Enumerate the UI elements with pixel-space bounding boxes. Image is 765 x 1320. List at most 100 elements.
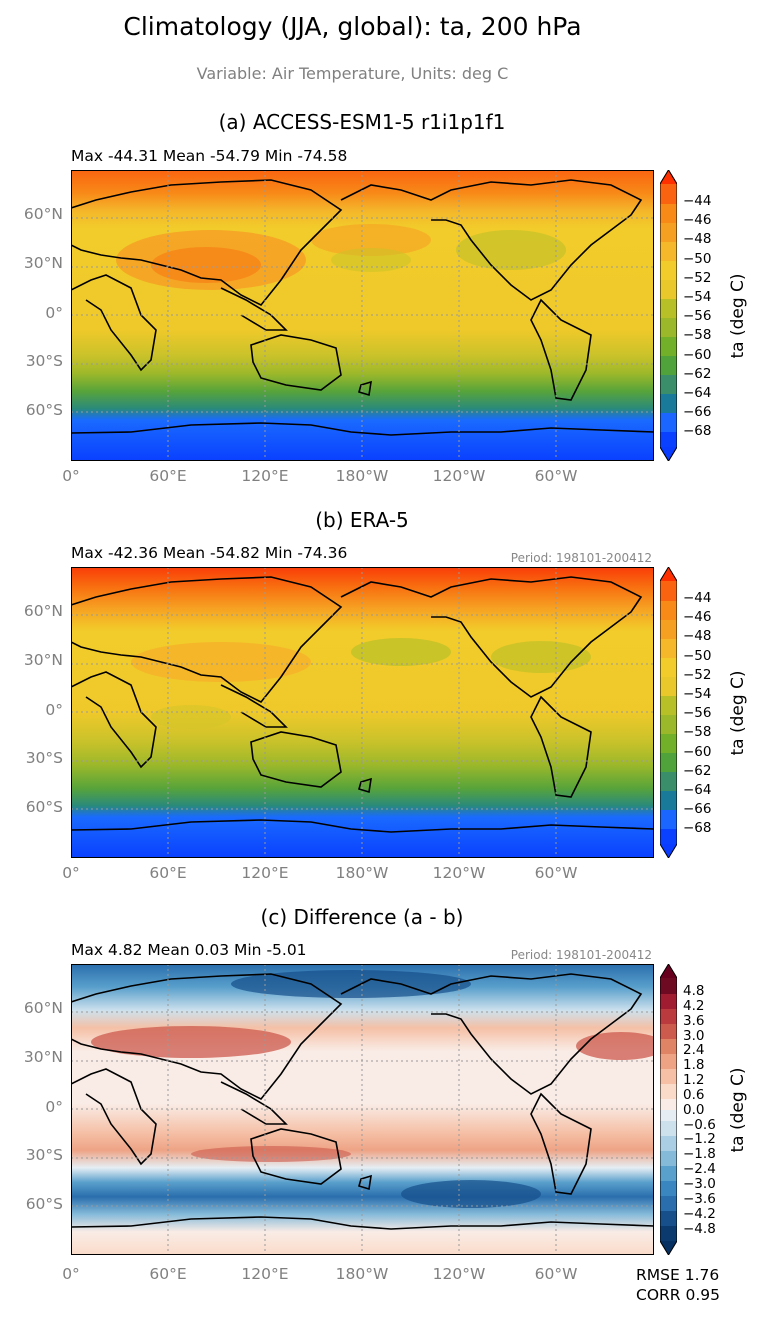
- cbar-tick: 4.2: [683, 997, 705, 1014]
- cbar-tick: −4.2: [683, 1205, 716, 1222]
- lon-label: 0°: [62, 864, 80, 882]
- lat-label: 0°: [45, 1098, 63, 1116]
- cbar-tick: −56: [683, 705, 712, 722]
- cbar-tick: −2.4: [683, 1161, 716, 1178]
- coastlines: [71, 576, 654, 833]
- cbar-tick: −66: [683, 404, 712, 421]
- cbar-tick: −1.2: [683, 1131, 716, 1148]
- cbar-tick: −64: [683, 385, 712, 402]
- cbar-tick: −46: [683, 609, 712, 626]
- lat-label: 60°S: [25, 798, 63, 816]
- lon-label: 0°: [62, 467, 80, 485]
- figure-title: Climatology (JJA, global): ta, 200 hPa: [123, 12, 582, 41]
- metrics-box: RMSE 1.76 CORR 0.95: [636, 1265, 720, 1305]
- cbar-tick: −44: [683, 193, 712, 209]
- panel-c-colorbar-ticks: 4.8 4.2 3.6 3.0 2.4 1.8 1.2 0.6 0.0 −0.6…: [683, 984, 716, 1236]
- cbar-tick: −50: [683, 647, 712, 664]
- lon-label: 180°W: [335, 467, 389, 485]
- lat-label: 30°S: [25, 749, 63, 767]
- lon-label: 180°W: [335, 1265, 389, 1283]
- cbar-tick: 3.0: [683, 1027, 705, 1044]
- cbar-tick: 0.0: [683, 1101, 705, 1118]
- cbar-tick: −58: [683, 327, 712, 344]
- cbar-tick: 1.2: [683, 1072, 705, 1089]
- lon-label: 120°E: [241, 467, 289, 485]
- cbar-tick: −1.8: [683, 1146, 716, 1163]
- corr-value: CORR 0.95: [636, 1286, 721, 1304]
- gridlines: [71, 170, 654, 461]
- cbar-tick: −68: [683, 423, 712, 440]
- panel-b-map: [71, 567, 654, 858]
- lat-label: 60°N: [23, 602, 63, 620]
- panel-b-colorbar-label: ta (deg C): [728, 670, 748, 756]
- cbar-tick: −4.8: [683, 1220, 716, 1237]
- cbar-tick: −58: [683, 724, 712, 741]
- cbar-tick: −54: [683, 686, 712, 703]
- lat-label: 30°S: [25, 1146, 63, 1164]
- lon-label: 60°E: [149, 1265, 187, 1283]
- cbar-tick: −50: [683, 250, 712, 267]
- lon-label: 60°W: [534, 1265, 578, 1283]
- lon-label: 120°W: [432, 1265, 486, 1283]
- panel-b-colorbar: [659, 566, 678, 859]
- lon-label: 60°W: [534, 864, 578, 882]
- cbar-tick: −66: [683, 801, 712, 818]
- cbar-tick: 4.8: [683, 983, 705, 999]
- lat-label: 0°: [45, 701, 63, 719]
- cbar-tick: 1.8: [683, 1057, 705, 1074]
- panel-c-period: Period: 198101-200412: [510, 948, 652, 962]
- cbar-tick: −44: [683, 590, 712, 606]
- coastlines: [71, 179, 654, 436]
- cbar-tick: 2.4: [683, 1042, 705, 1059]
- lon-label: 180°W: [335, 864, 389, 882]
- lon-label: 60°W: [534, 467, 578, 485]
- cbar-tick: −3.0: [683, 1175, 716, 1192]
- lon-label: 120°E: [241, 1265, 289, 1283]
- lon-label: 60°E: [149, 467, 187, 485]
- lon-label: 120°W: [432, 467, 486, 485]
- lat-label: 30°S: [25, 352, 63, 370]
- cbar-tick: −62: [683, 762, 712, 779]
- gridlines: [71, 567, 654, 858]
- coastlines: [71, 973, 654, 1230]
- lat-label: 30°N: [23, 254, 63, 272]
- figure-subtitle: Variable: Air Temperature, Units: deg C: [196, 64, 509, 83]
- panel-c-map: [71, 964, 654, 1255]
- lon-label: 120°E: [241, 864, 289, 882]
- cbar-tick: −3.6: [683, 1190, 716, 1207]
- panel-c-stats: Max 4.82 Mean 0.03 Min -5.01: [71, 941, 307, 959]
- panel-b-title: (b) ERA-5: [315, 508, 409, 532]
- cbar-tick: −48: [683, 231, 712, 248]
- cbar-tick: −0.6: [683, 1116, 716, 1133]
- lat-label: 60°N: [23, 205, 63, 223]
- panel-b-colorbar-ticks: −44 −46 −48 −50 −52 −54 −56 −58 −60 −62 …: [683, 589, 712, 839]
- cbar-tick: −52: [683, 666, 712, 683]
- cbar-tick: −60: [683, 743, 712, 760]
- lat-label: 60°N: [23, 999, 63, 1017]
- gridlines: [71, 964, 654, 1255]
- panel-c-colorbar: [659, 963, 678, 1256]
- panel-a-stats: Max -44.31 Mean -54.79 Min -74.58: [71, 147, 348, 165]
- cbar-tick: −52: [683, 269, 712, 286]
- lon-label: 120°W: [432, 864, 486, 882]
- panel-a-colorbar-label: ta (deg C): [728, 273, 748, 359]
- rmse-value: RMSE 1.76: [636, 1266, 720, 1284]
- panel-b-stats: Max -42.36 Mean -54.82 Min -74.36: [71, 544, 348, 562]
- lat-label: 60°S: [25, 1195, 63, 1213]
- panel-a-colorbar: [659, 169, 678, 462]
- lat-label: 60°S: [25, 401, 63, 419]
- cbar-tick: −48: [683, 628, 712, 645]
- cbar-tick: 0.6: [683, 1086, 705, 1103]
- cbar-tick: −68: [683, 820, 712, 837]
- cbar-tick: −56: [683, 308, 712, 325]
- panel-c-title: (c) Difference (a - b): [260, 905, 464, 929]
- lat-label: 30°N: [23, 1048, 63, 1066]
- cbar-tick: −60: [683, 346, 712, 363]
- panel-a-map: [71, 170, 654, 461]
- lat-label: 30°N: [23, 651, 63, 669]
- cbar-tick: −62: [683, 365, 712, 382]
- panel-a-colorbar-ticks: −44 −46 −48 −50 −52 −54 −56 −58 −60 −62 …: [683, 192, 712, 442]
- lon-label: 60°E: [149, 864, 187, 882]
- lat-label: 0°: [45, 304, 63, 322]
- lon-label: 0°: [62, 1265, 80, 1283]
